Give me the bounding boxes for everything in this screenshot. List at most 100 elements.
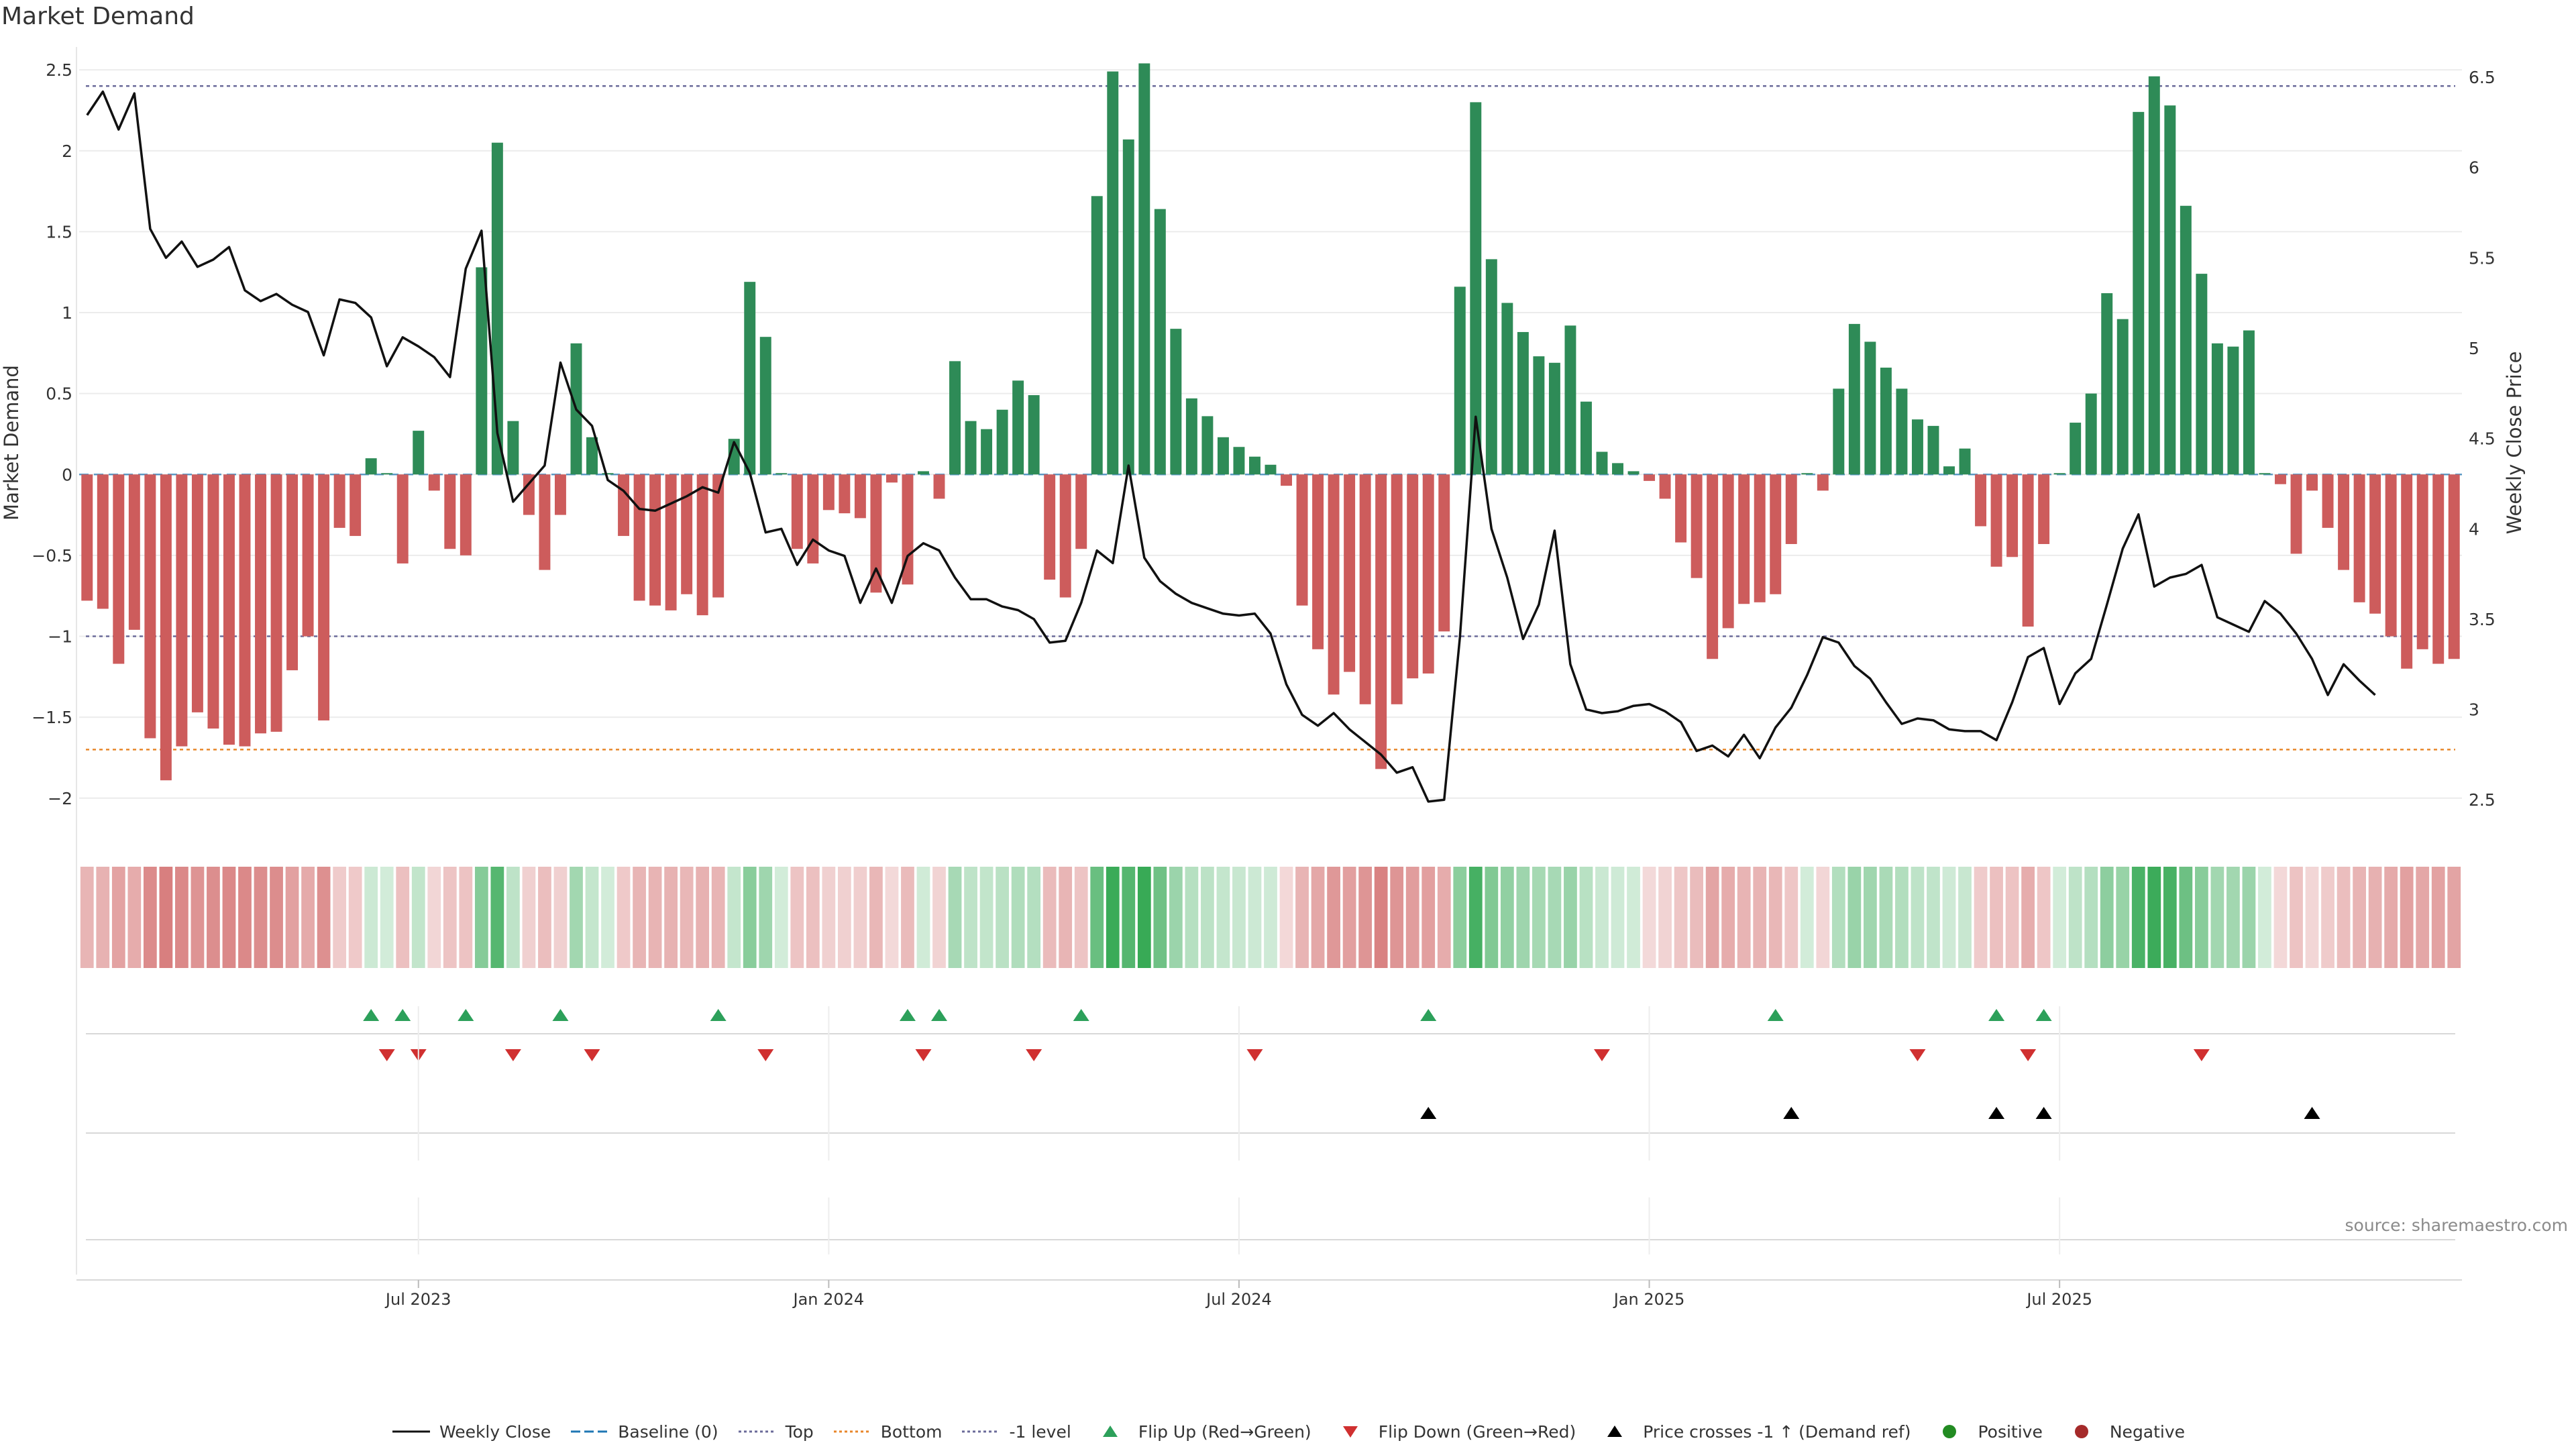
heat-cell <box>1248 867 1262 968</box>
demand-bar <box>428 474 440 491</box>
demand-bar <box>1296 474 1308 606</box>
demand-bar <box>618 474 630 536</box>
heat-cell <box>885 867 899 968</box>
heat-cell <box>1137 867 1151 968</box>
demand-bar <box>1943 466 1955 475</box>
y2-tick-label: 2.5 <box>2469 790 2496 810</box>
heat-cell <box>111 867 125 968</box>
demand-bar <box>1754 474 1766 602</box>
flip-down-marker <box>504 1049 521 1061</box>
heat-cell <box>1942 867 1956 968</box>
heat-cell <box>837 867 851 968</box>
y-tick-label: 1 <box>62 303 72 323</box>
heat-cell <box>1342 867 1356 968</box>
heat-cell <box>2321 867 2334 968</box>
legend-item: Baseline (0) <box>570 1422 718 1442</box>
heat-cell <box>1548 867 1562 968</box>
demand-bar <box>460 474 472 555</box>
line-solid-icon <box>392 1430 430 1433</box>
close-line-layer <box>86 90 2376 803</box>
circle-green-icon <box>1943 1425 1957 1438</box>
heat-cell <box>1279 867 1293 968</box>
demand-bar <box>665 474 677 610</box>
heat-cell <box>2163 867 2177 968</box>
heat-cell <box>2037 867 2051 968</box>
heat-cell <box>964 867 977 968</box>
demand-bar <box>1738 474 1750 604</box>
heat-cell <box>1358 867 1373 968</box>
heat-cell <box>1611 867 1625 968</box>
demand-bar <box>933 474 945 499</box>
demand-bar <box>2338 474 2350 570</box>
heat-cell <box>474 867 488 968</box>
heat-cell <box>2131 867 2145 968</box>
legend-item: -1 level <box>961 1422 1071 1442</box>
demand-bar <box>633 474 645 601</box>
demand-bar <box>539 474 551 570</box>
flip-down-marker <box>2020 1049 2037 1061</box>
demand-bar <box>223 474 235 745</box>
legend-label: Price crosses -1 ↑ (Demand ref) <box>1643 1421 1911 1442</box>
heat-cell <box>238 867 252 968</box>
demand-bar <box>1217 437 1229 475</box>
flip-up-marker <box>710 1009 727 1021</box>
demand-bar <box>902 474 914 585</box>
legend-label: Baseline (0) <box>618 1421 718 1442</box>
heat-cell <box>1011 867 1025 968</box>
demand-bar <box>1233 447 1245 475</box>
heat-cell <box>680 867 694 968</box>
demand-bar <box>2275 474 2286 484</box>
demand-bar <box>2070 423 2082 475</box>
heat-cell <box>2147 867 2161 968</box>
demand-bar <box>270 474 282 732</box>
flip-down-marker <box>915 1049 932 1061</box>
demand-bar <box>2038 474 2050 544</box>
heat-cell <box>2053 867 2067 968</box>
heat-cell <box>553 867 568 968</box>
demand-bar <box>365 458 377 475</box>
heat-cell <box>333 867 347 968</box>
heat-cell <box>648 867 662 968</box>
y2-axis-label: Weekly Close Price <box>2503 352 2526 535</box>
heat-cell <box>806 867 820 968</box>
demand-bar <box>1265 464 1277 475</box>
heat-cell <box>2337 867 2351 968</box>
demand-bar <box>1012 380 1024 475</box>
demand-bar <box>507 421 519 475</box>
demand-bar <box>918 471 929 475</box>
heat-cell <box>1153 867 1167 968</box>
heat-cell <box>2416 867 2430 968</box>
demand-bar <box>2401 474 2413 669</box>
legend-label: Bottom <box>880 1421 943 1442</box>
y-tick-label: −1 <box>48 627 72 647</box>
heat-cell <box>1564 867 1577 968</box>
flip-up-marker <box>552 1009 569 1021</box>
demand-bar <box>854 474 866 519</box>
price-cross-marker <box>1988 1107 2005 1119</box>
heat-cell <box>2305 867 2319 968</box>
x-axis: Jul 2023 Jan 2024 Jul 2024 Jan 2025 Jul 2025 <box>76 1006 2462 1309</box>
demand-bar <box>239 474 251 747</box>
legend-label: Flip Down (Green→Red) <box>1378 1421 1576 1442</box>
demand-bar <box>1722 474 1734 629</box>
demand-bar <box>2053 473 2065 475</box>
demand-bar <box>759 337 771 475</box>
weekly-close-line <box>86 90 2376 803</box>
demand-bar <box>381 473 393 475</box>
price-cross-markers <box>86 1107 2455 1240</box>
y-tick-label: −2 <box>48 789 72 808</box>
demand-bars <box>81 63 2460 781</box>
demand-bar <box>1896 388 1908 475</box>
demand-bar <box>791 474 803 549</box>
heat-cell <box>1911 867 1925 968</box>
heat-cell <box>1895 867 1909 968</box>
demand-bar <box>1312 474 1324 649</box>
heat-cell <box>80 867 94 968</box>
heat-cell <box>522 867 536 968</box>
heat-cell <box>1784 867 1799 968</box>
price-cross-marker <box>1420 1107 1437 1119</box>
heat-cell <box>285 867 299 968</box>
y-tick-label: −1.5 <box>32 708 72 727</box>
demand-bar <box>2416 474 2428 649</box>
heat-cell <box>2290 867 2303 968</box>
